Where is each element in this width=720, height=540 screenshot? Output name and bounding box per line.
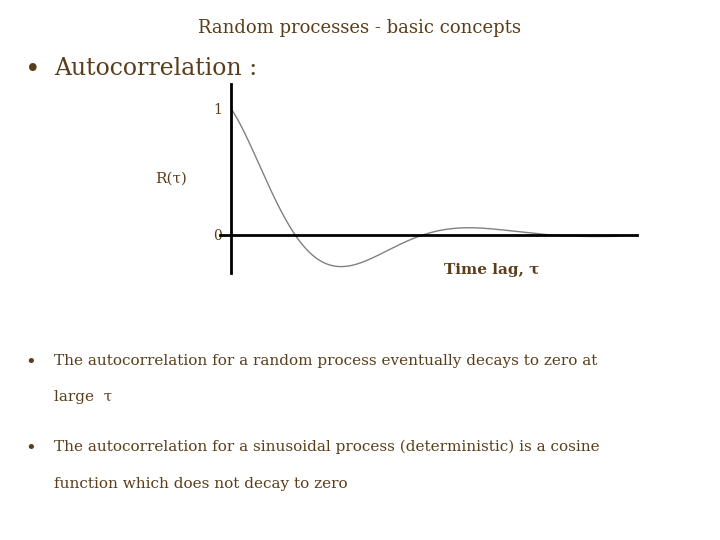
- Text: •: •: [25, 354, 36, 372]
- Text: R(τ): R(τ): [155, 171, 186, 185]
- Text: Time lag, τ: Time lag, τ: [444, 262, 539, 276]
- Text: Autocorrelation :: Autocorrelation :: [54, 57, 257, 80]
- Text: •: •: [25, 440, 36, 458]
- Text: The autocorrelation for a sinusoidal process (deterministic) is a cosine: The autocorrelation for a sinusoidal pro…: [54, 440, 600, 455]
- Text: large  τ: large τ: [54, 390, 112, 404]
- Text: function which does not decay to zero: function which does not decay to zero: [54, 477, 348, 491]
- Text: •: •: [25, 57, 41, 82]
- Text: The autocorrelation for a random process eventually decays to zero at: The autocorrelation for a random process…: [54, 354, 598, 368]
- Text: Random processes - basic concepts: Random processes - basic concepts: [199, 19, 521, 37]
